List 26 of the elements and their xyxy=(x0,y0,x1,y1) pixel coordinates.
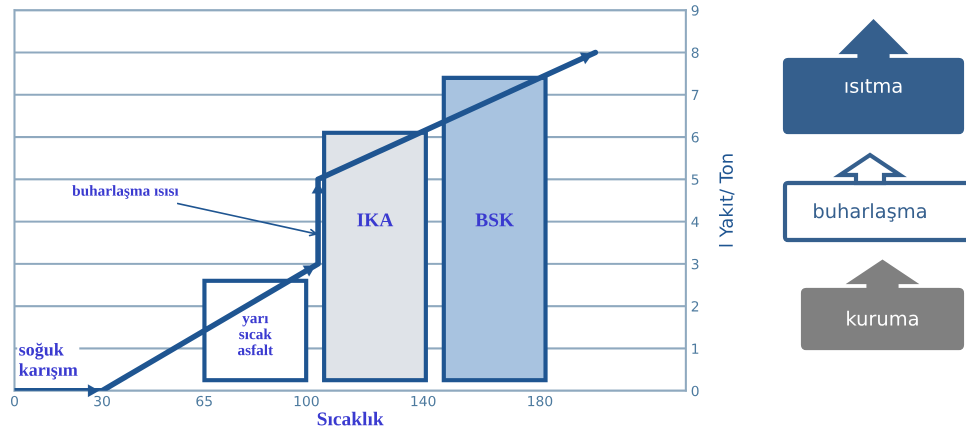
x-axis-title: Sıcaklık xyxy=(318,412,384,426)
x-tick-label: 0 xyxy=(10,396,18,406)
y-tick-label: 5 xyxy=(692,174,698,185)
y-tick-label: 1 xyxy=(692,344,698,354)
text: buharlaşma xyxy=(814,203,926,222)
annotation: BSK xyxy=(476,213,514,226)
annotation: soğuk karışım xyxy=(19,342,78,380)
y-tick-label: 3 xyxy=(692,258,698,270)
y-axis-title: l Yakıt/ Ton xyxy=(719,154,734,246)
annotation: buharlaşma ısısı xyxy=(72,185,178,199)
y-tick-label: 6 xyxy=(692,132,699,143)
x-tick-label: 65 xyxy=(196,396,212,406)
y-tick-label: 2 xyxy=(692,301,698,312)
x-tick-label: 180 xyxy=(528,396,552,406)
x-tick-label: 140 xyxy=(411,396,436,406)
y-tick-label: 7 xyxy=(692,90,698,100)
x-tick-label: 30 xyxy=(94,396,110,406)
x-tick-label: 100 xyxy=(294,396,319,406)
y-tick-label: 8 xyxy=(692,47,699,58)
y-tick-label: 4 xyxy=(691,216,699,227)
annotation: yarı sıcak asfalt xyxy=(238,316,274,356)
text: ısıtma xyxy=(846,79,902,93)
annotation: IKA xyxy=(357,213,394,226)
y-tick-label: 9 xyxy=(692,5,699,16)
text: kuruma xyxy=(847,310,918,326)
y-tick-label: 0 xyxy=(692,386,699,396)
